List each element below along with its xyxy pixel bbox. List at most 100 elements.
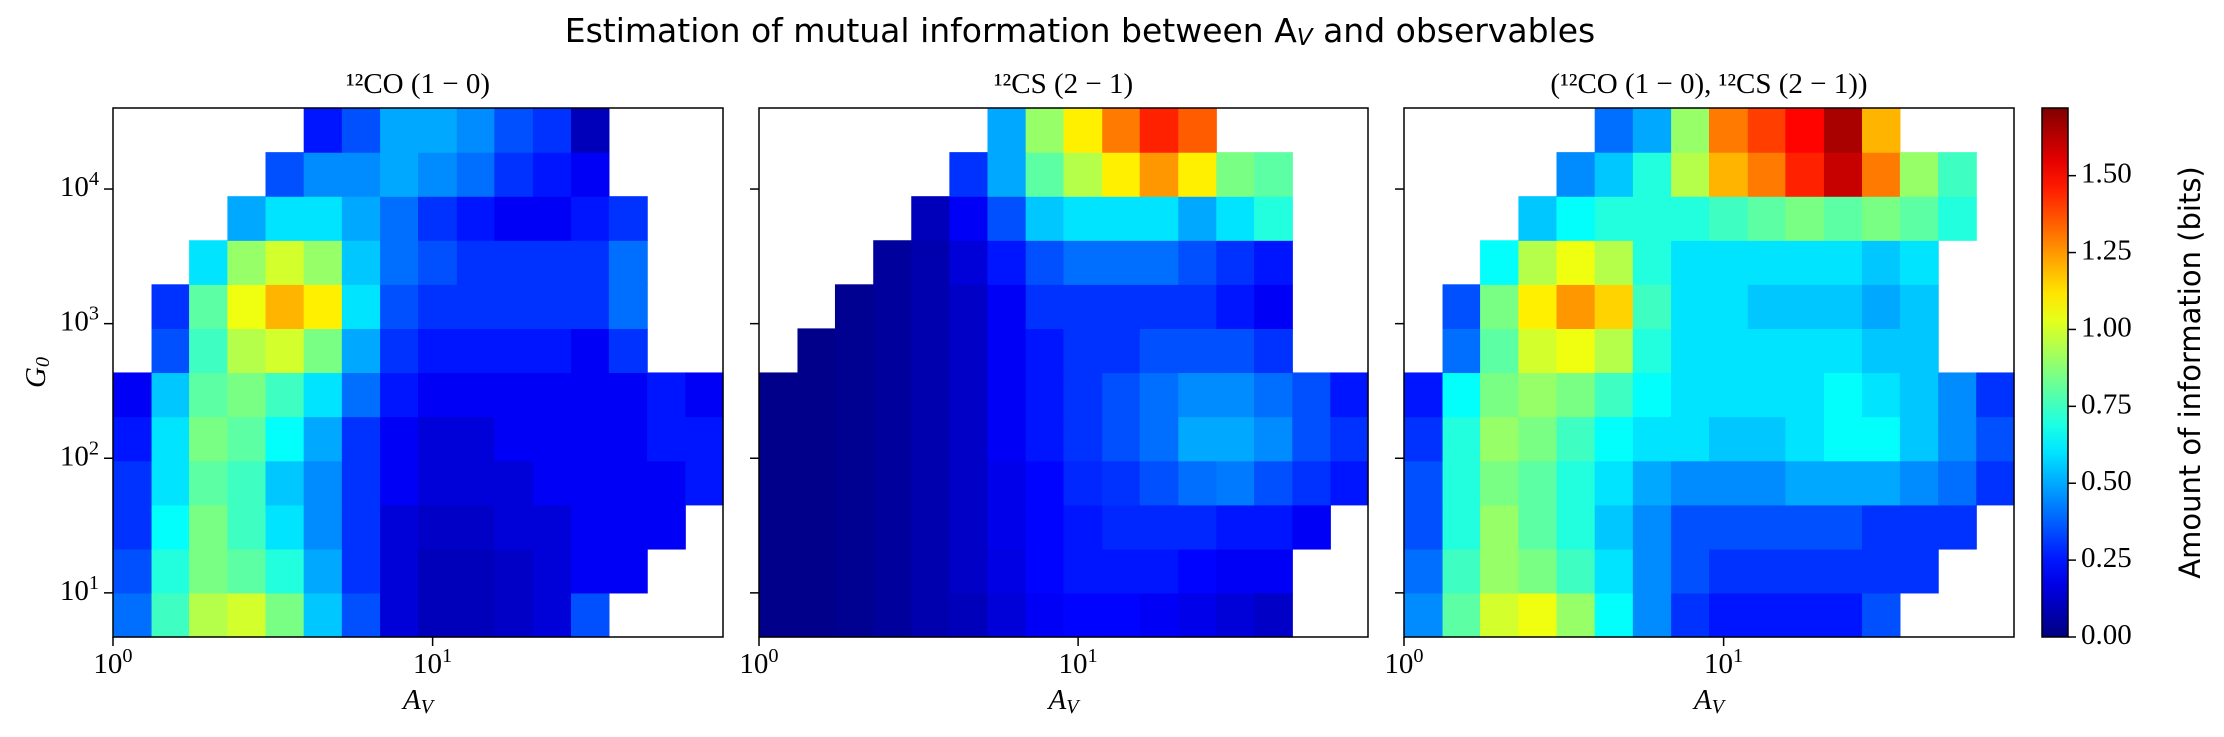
heatmap-cell (1254, 504, 1293, 550)
heatmap-cell (911, 416, 950, 462)
heatmap-cell (1899, 196, 1939, 241)
heatmap-cell (987, 328, 1027, 374)
x-axis-label: AV (1692, 684, 1727, 718)
heatmap-cell (1139, 284, 1179, 329)
heatmap-cell (113, 460, 153, 506)
heatmap-cell (1594, 328, 1634, 374)
heatmap-cell (1025, 284, 1065, 329)
heatmap-cell (532, 416, 572, 462)
heatmap-cell (1862, 416, 1901, 462)
heatmap-cell (1594, 592, 1634, 638)
heatmap-cell (1747, 152, 1786, 197)
heatmap-cell (494, 416, 534, 462)
heatmap-cell (418, 548, 458, 594)
heatmap-cell (1594, 372, 1634, 418)
heatmap-cell (1823, 108, 1863, 153)
heatmap-cell (571, 460, 610, 506)
heatmap-cell (911, 372, 950, 418)
heatmap-cell (873, 548, 912, 594)
heatmap-cell (1442, 504, 1481, 550)
heatmap-cell (1102, 460, 1141, 506)
heatmap-cell (873, 592, 912, 638)
heatmap-cell (1594, 416, 1634, 462)
heatmap-cell (380, 460, 419, 506)
heatmap-cell (987, 592, 1027, 638)
heatmap-cell (1671, 196, 1710, 241)
heatmap-cell (1178, 460, 1217, 506)
colorbar-tick-label: 1.50 (2081, 157, 2132, 189)
heatmap-cell (1556, 328, 1596, 374)
heatmap-cell (1102, 504, 1141, 550)
heatmap-cell (1139, 372, 1179, 418)
heatmap-cell (873, 460, 912, 506)
heatmap-cell (1063, 592, 1103, 638)
heatmap-cell (1594, 240, 1634, 285)
heatmap-cell (911, 196, 950, 241)
heatmap-cell (949, 328, 989, 374)
heatmap-cell (303, 152, 343, 197)
heatmap-cell (834, 372, 874, 418)
heatmap-cell (1862, 240, 1901, 285)
heatmap-cell (532, 592, 572, 638)
heatmap-cell (1556, 416, 1596, 462)
heatmap-cell (1709, 328, 1749, 374)
heatmap-cell (1025, 504, 1065, 550)
panel-title: (¹²CO (1 − 0), ¹²CS (2 − 1)) (1550, 68, 1867, 100)
heatmap-cell (1178, 196, 1217, 241)
heatmap-cell (797, 328, 836, 374)
heatmap-cell (911, 504, 950, 550)
heatmap-cell (1976, 416, 2015, 462)
heatmap (113, 108, 724, 638)
heatmap-cell (873, 504, 912, 550)
heatmap-cell (1102, 284, 1141, 329)
heatmap-cell (608, 460, 648, 506)
heatmap-cell (1823, 284, 1863, 329)
heatmap-cell (1747, 196, 1786, 241)
heatmap-cell (1938, 460, 1977, 506)
heatmap-cell (1063, 284, 1103, 329)
heatmap-cell (1785, 152, 1825, 197)
heatmap-cell (494, 592, 534, 638)
heatmap-cell (151, 416, 190, 462)
heatmap-cell (834, 548, 874, 594)
y-tick-label: 104 (60, 168, 99, 203)
heatmap-cell (1556, 460, 1596, 506)
heatmap-cell (911, 460, 950, 506)
heatmap-cell (113, 548, 153, 594)
heatmap-cell (1404, 592, 1444, 638)
heatmap-cell (1823, 152, 1863, 197)
heatmap-cell (1518, 284, 1558, 329)
heatmap-cell (1671, 372, 1710, 418)
heatmap-cell (1178, 284, 1217, 329)
heatmap-cell (1785, 460, 1825, 506)
heatmap-cell (380, 152, 419, 197)
heatmap-cell (949, 240, 989, 285)
heatmap-cell (341, 328, 381, 374)
heatmap-cell (1480, 372, 1520, 418)
heatmap-cell (1025, 592, 1065, 638)
heatmap-cell (1178, 108, 1217, 153)
heatmap-cell (151, 504, 190, 550)
heatmap-cell (1518, 504, 1558, 550)
heatmap-cell (1632, 240, 1672, 285)
heatmap-cell (834, 416, 874, 462)
heatmap-cell (1632, 372, 1672, 418)
heatmap-cell (1632, 152, 1672, 197)
heatmap-cell (1102, 372, 1141, 418)
colorbar-tick-label: 0.75 (2081, 388, 2132, 420)
heatmap-cell (759, 460, 799, 506)
heatmap-cell (189, 328, 229, 374)
heatmap-cell (227, 504, 267, 550)
x-tick-label: 100 (93, 645, 132, 680)
heatmap-cell (1862, 592, 1901, 638)
heatmap-cell (949, 592, 989, 638)
y-tick-label: 102 (60, 437, 99, 472)
heatmap-cell (1556, 152, 1596, 197)
heatmap-cell (1594, 196, 1634, 241)
heatmap-cell (608, 504, 648, 550)
heatmap-cell (151, 372, 190, 418)
heatmap-cell (608, 372, 648, 418)
heatmap-cell (873, 416, 912, 462)
heatmap-cell (1442, 592, 1481, 638)
